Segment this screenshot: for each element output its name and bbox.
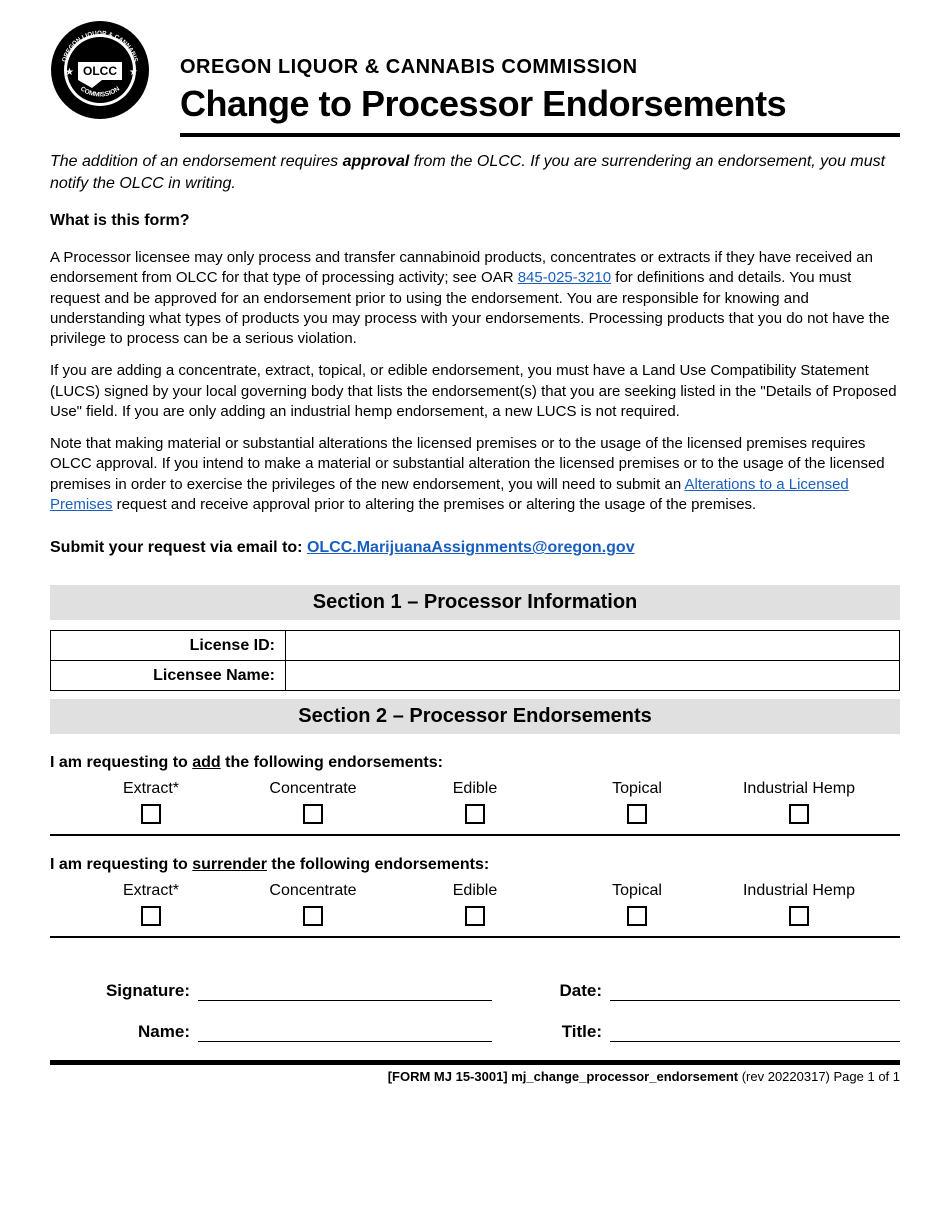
surr-edible-checkbox[interactable]	[465, 906, 485, 926]
section-2-bar: Section 2 – Processor Endorsements	[50, 699, 900, 734]
add-post: the following endorsements:	[221, 754, 443, 771]
oar-link[interactable]: 845-025-3210	[518, 269, 611, 286]
form-header: OLCC OREGON LIQUOR & CANNABIS COMMISSION…	[50, 20, 900, 137]
add-heading: I am requesting to add the following end…	[50, 754, 900, 772]
surr-hemp-label: Industrial Hemp	[718, 882, 880, 900]
paragraph-3: Note that making material or substantial…	[50, 434, 900, 515]
surrender-endorsements-row: Extract* Concentrate Edible Topical Indu…	[50, 882, 900, 938]
what-is-this-heading: What is this form?	[50, 212, 900, 230]
para3-t2: request and receive approval prior to al…	[113, 496, 757, 513]
signature-block: Signature: Date: Name: Title:	[50, 978, 900, 1065]
submit-label: Submit your request via email to:	[50, 539, 307, 556]
surr-hemp-checkbox[interactable]	[789, 906, 809, 926]
header-rule	[180, 133, 900, 137]
agency-name: OREGON LIQUOR & CANNABIS COMMISSION	[180, 56, 900, 79]
license-id-input[interactable]	[288, 633, 897, 658]
add-pre: I am requesting to	[50, 754, 192, 771]
license-id-label: License ID:	[51, 631, 286, 661]
surr-pre: I am requesting to	[50, 856, 192, 873]
page-footer: [FORM MJ 15-3001] mj_change_processor_en…	[50, 1069, 900, 1084]
signature-input[interactable]	[198, 978, 496, 997]
surr-u: surrender	[192, 856, 267, 873]
intro-pre: The addition of an endorsement requires	[50, 153, 343, 170]
svg-text:★: ★	[65, 67, 74, 78]
add-u: add	[192, 754, 220, 771]
surr-concentrate-label: Concentrate	[232, 882, 394, 900]
signature-label: Signature:	[50, 981, 198, 1001]
surr-post: the following endorsements:	[267, 856, 489, 873]
surrender-heading: I am requesting to surrender the followi…	[50, 856, 900, 874]
surr-extract-label: Extract*	[70, 882, 232, 900]
name-input[interactable]	[198, 1019, 496, 1038]
olcc-logo: OLCC OREGON LIQUOR & CANNABIS COMMISSION…	[50, 20, 150, 120]
svg-text:★: ★	[129, 67, 138, 78]
name-label: Name:	[50, 1022, 198, 1042]
form-title: Change to Processor Endorsements	[180, 83, 900, 125]
add-topical-label: Topical	[556, 780, 718, 798]
surr-topical-label: Topical	[556, 882, 718, 900]
licensee-name-label: Licensee Name:	[51, 661, 286, 691]
add-concentrate-checkbox[interactable]	[303, 804, 323, 824]
processor-info-table: License ID: Licensee Name:	[50, 630, 900, 691]
add-hemp-checkbox[interactable]	[789, 804, 809, 824]
intro-paragraph: The addition of an endorsement requires …	[50, 151, 900, 194]
footer-rev: (rev 20220317) Page 1 of 1	[738, 1069, 900, 1084]
add-edible-checkbox[interactable]	[465, 804, 485, 824]
date-input[interactable]	[610, 978, 904, 997]
title-label: Title:	[492, 1022, 610, 1042]
paragraph-1: A Processor licensee may only process an…	[50, 248, 900, 349]
surr-topical-checkbox[interactable]	[627, 906, 647, 926]
add-edible-label: Edible	[394, 780, 556, 798]
add-endorsements-row: Extract* Concentrate Edible Topical Indu…	[50, 780, 900, 836]
submit-line: Submit your request via email to: OLCC.M…	[50, 539, 900, 557]
paragraph-2: If you are adding a concentrate, extract…	[50, 361, 900, 422]
surr-concentrate-checkbox[interactable]	[303, 906, 323, 926]
title-input[interactable]	[610, 1019, 904, 1038]
intro-bold: approval	[343, 153, 410, 170]
add-extract-label: Extract*	[70, 780, 232, 798]
section-1-bar: Section 1 – Processor Information	[50, 585, 900, 620]
svg-text:OLCC: OLCC	[83, 64, 117, 78]
add-extract-checkbox[interactable]	[141, 804, 161, 824]
date-label: Date:	[492, 981, 610, 1001]
footer-form-id: [FORM MJ 15-3001] mj_change_processor_en…	[388, 1069, 738, 1084]
add-topical-checkbox[interactable]	[627, 804, 647, 824]
submit-email-link[interactable]: OLCC.MarijuanaAssignments@oregon.gov	[307, 539, 635, 556]
add-concentrate-label: Concentrate	[232, 780, 394, 798]
licensee-name-input[interactable]	[288, 663, 897, 688]
surr-extract-checkbox[interactable]	[141, 906, 161, 926]
surr-edible-label: Edible	[394, 882, 556, 900]
add-hemp-label: Industrial Hemp	[718, 780, 880, 798]
